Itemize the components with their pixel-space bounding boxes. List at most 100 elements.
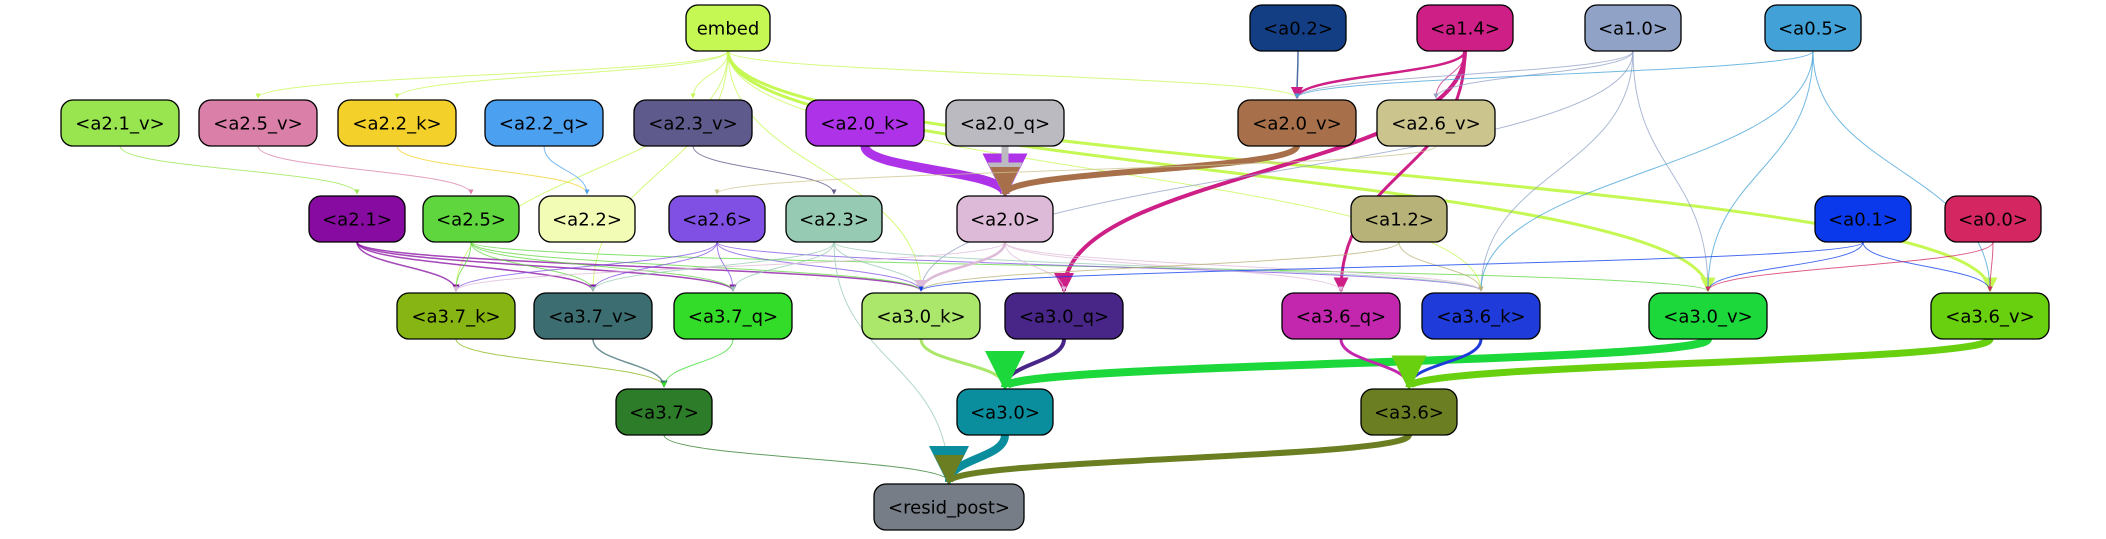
node-box: [633, 99, 753, 147]
node-box: [337, 99, 457, 147]
node-a2-2-k[interactable]: <a2.2_k>: [337, 99, 457, 147]
node-a2-2-q[interactable]: <a2.2_q>: [484, 99, 604, 147]
node-box: [685, 4, 771, 52]
node-a2-3[interactable]: <a2.3>: [785, 195, 883, 243]
node-box: [308, 195, 406, 243]
node-a2-6-v[interactable]: <a2.6_v>: [1376, 99, 1496, 147]
node-a3-0-q[interactable]: <a3.0_q>: [1004, 292, 1124, 340]
node-a3-6-k[interactable]: <a3.6_k>: [1421, 292, 1541, 340]
edge-a0-0-to-a3-6-v: [1987, 241, 1994, 292]
node-label: <a2.1_v>: [75, 114, 164, 135]
node-label: <a2.0_q>: [960, 114, 1050, 135]
edge-a1-2-to-a3-0-k: [918, 241, 1400, 292]
node-label: <a0.0>: [1958, 210, 2028, 231]
edge-a3-7-to-resid-post: [663, 434, 952, 483]
edge-a2-0-v-to-a2-0: [990, 144, 1300, 197]
node-a2-2[interactable]: <a2.2>: [538, 195, 636, 243]
node-box: [484, 99, 604, 147]
node-a3-7-k[interactable]: <a3.7_k>: [396, 292, 516, 340]
node-a2-0-q[interactable]: <a2.0_q>: [945, 99, 1065, 147]
node-a0-5[interactable]: <a0.5>: [1764, 4, 1862, 52]
edge-a0-2-to-a2-0-v: [1293, 50, 1301, 99]
node-a1-0[interactable]: <a1.0>: [1584, 4, 1682, 52]
node-box: [956, 195, 1054, 243]
edge-a2-0-to-a3-0-k: [914, 241, 1007, 293]
node-label: <a2.6_v>: [1391, 114, 1480, 135]
edge-layer: [119, 50, 1998, 486]
node-a3-0-k[interactable]: <a3.0_k>: [861, 292, 981, 340]
node-label: <a3.6>: [1374, 403, 1444, 424]
edge-a0-5-to-a2-0-v: [1294, 50, 1814, 99]
node-a3-6-q[interactable]: <a3.6_q>: [1281, 292, 1401, 340]
node-a3-0[interactable]: <a3.0>: [956, 388, 1054, 436]
edge-a2-1-v-to-a2-1: [119, 145, 360, 195]
node-label: <a3.0>: [970, 403, 1040, 424]
node-a2-0-v[interactable]: <a2.0_v>: [1237, 99, 1357, 147]
node-label: <a3.6_k>: [1436, 307, 1525, 328]
node-box: [861, 292, 981, 340]
node-label: <a0.1>: [1828, 210, 1898, 231]
node-a0-2[interactable]: <a0.2>: [1249, 4, 1347, 52]
node-label: <a3.0_k>: [876, 307, 965, 328]
node-box: [422, 195, 520, 243]
node-label: <a0.5>: [1778, 19, 1848, 40]
node-a0-1[interactable]: <a0.1>: [1814, 195, 1912, 243]
node-box: [956, 388, 1054, 436]
node-a2-1-v[interactable]: <a2.1_v>: [60, 99, 180, 147]
node-a3-6[interactable]: <a3.6>: [1360, 388, 1458, 436]
edge-a3-6-to-resid-post: [934, 432, 1412, 485]
node-a3-7-q[interactable]: <a3.7_q>: [673, 292, 793, 340]
node-layer: embed <a0.2> <a1.4> <a1.0> <a0.5> <a2.1_v> <a2…: [60, 4, 2050, 531]
node-a3-0-v[interactable]: <a3.0_v>: [1648, 292, 1768, 340]
edge-a2-1-to-a3-7-v: [356, 241, 597, 292]
node-embed[interactable]: embed: [685, 4, 771, 52]
edge-a3-7-k-to-a3-7: [455, 338, 667, 388]
edge-a2-0-to-a3-6-q: [1004, 241, 1344, 292]
node-label: <a0.2>: [1263, 19, 1333, 40]
node-label: <a3.7_k>: [411, 307, 500, 328]
node-label: <a2.0_k>: [820, 114, 909, 135]
node-a1-4[interactable]: <a1.4>: [1416, 4, 1514, 52]
edge-a2-5-to-a3-0-k: [470, 241, 924, 292]
node-a3-7-v[interactable]: <a3.7_v>: [533, 292, 653, 340]
edge-a0-1-to-a3-0-v: [1705, 241, 1864, 292]
edge-a2-6-v-to-a2-6: [714, 145, 1437, 195]
node-a2-0-k[interactable]: <a2.0_k>: [805, 99, 925, 147]
node-resid-post[interactable]: <resid_post>: [873, 483, 1025, 531]
node-label: <a2.0>: [970, 210, 1040, 231]
node-box: [1004, 292, 1124, 340]
edge-a2-1-to-a3-7-k: [356, 241, 460, 292]
node-a2-5-v[interactable]: <a2.5_v>: [198, 99, 318, 147]
edge-a2-5-to-a3-7-k: [453, 241, 472, 292]
node-a2-5[interactable]: <a2.5>: [422, 195, 520, 243]
node-a3-6-v[interactable]: <a3.6_v>: [1930, 292, 2050, 340]
node-label: <a2.2_q>: [499, 114, 589, 135]
node-label: <resid_post>: [888, 498, 1010, 519]
node-a2-0[interactable]: <a2.0>: [956, 195, 1054, 243]
node-box: [668, 195, 766, 243]
edge-a1-4-to-a3-6-q: [1333, 50, 1467, 293]
edge-a2-3-v-to-a2-3: [692, 145, 837, 195]
node-label: <a3.6_v>: [1945, 307, 2034, 328]
node-a0-0[interactable]: <a0.0>: [1944, 195, 2042, 243]
node-a2-3-v[interactable]: <a2.3_v>: [633, 99, 753, 147]
edge-a2-5-to-a3-7-v: [470, 241, 596, 292]
edge-a0-1-to-a3-0-k: [918, 241, 1864, 292]
node-box: [1814, 195, 1912, 243]
node-a3-7[interactable]: <a3.7>: [615, 388, 713, 436]
edge-a2-0-to-a3-7-k: [453, 241, 1006, 292]
node-box: [785, 195, 883, 243]
node-a2-1[interactable]: <a2.1>: [308, 195, 406, 243]
node-a1-2[interactable]: <a1.2>: [1350, 195, 1448, 243]
node-a2-6[interactable]: <a2.6>: [668, 195, 766, 243]
node-label: <a3.7_v>: [548, 307, 637, 328]
node-box: [1944, 195, 2042, 243]
node-box: [1237, 99, 1357, 147]
edge-a1-0-to-a2-6-v: [1433, 50, 1634, 99]
edge-embed-to-a2-0-v: [727, 50, 1300, 99]
edge-a0-5-to-a3-0-v: [1705, 50, 1814, 292]
edge-a2-5-to-a3-7-q: [470, 241, 736, 292]
node-label: <a3.7_q>: [688, 307, 778, 328]
node-label: <a3.6_q>: [1296, 307, 1386, 328]
